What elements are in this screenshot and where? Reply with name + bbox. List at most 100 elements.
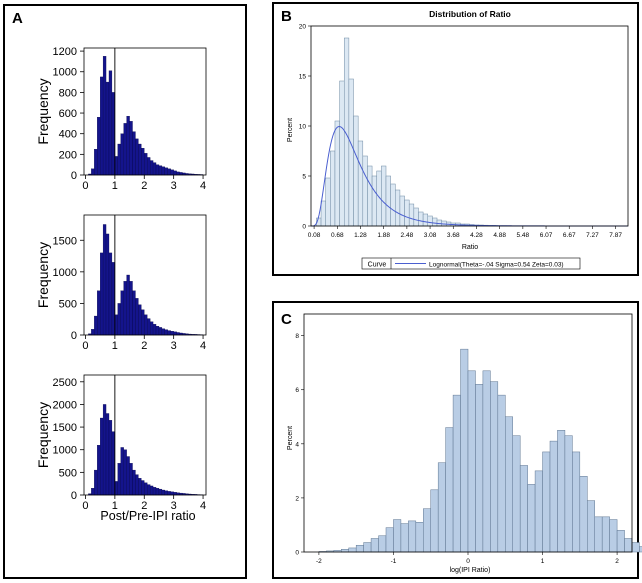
histogram-bar <box>123 449 127 496</box>
y-tick-label: 500 <box>59 467 77 479</box>
y-tick-label: 1000 <box>53 445 77 457</box>
histogram-bar <box>341 549 349 553</box>
histogram-bar <box>167 491 171 496</box>
histogram-bar <box>385 527 394 553</box>
x-tick-label: 1 <box>112 340 118 352</box>
x-tick-label: 4.88 <box>493 232 506 239</box>
histogram-bar <box>422 213 428 227</box>
histogram-bar <box>452 394 461 553</box>
histogram-bar <box>94 469 98 496</box>
histogram-bar <box>141 148 145 176</box>
histogram-bar <box>135 298 139 336</box>
histogram-bar <box>132 469 136 496</box>
panel-b-letter: B <box>281 8 292 25</box>
histogram-bar <box>94 149 98 176</box>
x-tick-label: 4 <box>200 180 206 192</box>
histogram-bar <box>138 143 142 176</box>
histogram-bar <box>170 491 174 496</box>
x-tick-label: 5.48 <box>517 232 530 239</box>
panel-c-x-axis-label: log(IPI Ratio) <box>450 567 491 574</box>
histogram-bar <box>173 170 177 176</box>
histogram-bar <box>170 169 174 176</box>
histogram-bar <box>120 447 124 496</box>
histogram-bar <box>432 217 438 227</box>
histogram-bar <box>155 326 160 336</box>
y-tick-label: 5 <box>302 174 306 181</box>
histogram-bar <box>161 489 165 496</box>
plot-frame <box>83 214 207 336</box>
x-tick-label: 3.68 <box>447 232 460 239</box>
y-tick-label: 15 <box>299 74 307 81</box>
histogram-bar <box>353 115 359 227</box>
histogram-bar <box>120 133 124 176</box>
histogram-bar <box>108 420 113 496</box>
histogram-bar <box>370 538 379 553</box>
histogram-bar <box>393 519 402 553</box>
histogram-bar <box>97 290 101 336</box>
histogram-bar <box>385 175 391 227</box>
x-tick-label: 1.88 <box>377 232 390 239</box>
y-tick-label: 0 <box>71 330 77 342</box>
x-tick-label: 0 <box>82 500 88 512</box>
x-tick-label: 2 <box>615 558 619 565</box>
histogram-bar <box>100 252 104 336</box>
histogram-bar <box>155 164 160 176</box>
histogram-bar <box>400 523 409 553</box>
x-tick-label: 3.08 <box>424 232 437 239</box>
histogram-bar <box>339 80 345 227</box>
histogram-bar <box>609 519 618 553</box>
histogram-bar <box>363 542 372 553</box>
histogram-bar <box>129 281 133 336</box>
histogram-bar <box>587 500 595 553</box>
histogram-bar <box>505 416 513 553</box>
histogram-bar <box>624 538 633 553</box>
histogram-bar <box>132 290 136 336</box>
x-tick-label: 2 <box>141 500 147 512</box>
y-tick-label: 500 <box>59 298 77 310</box>
x-tick-label: 3 <box>171 340 177 352</box>
histogram-bar <box>97 117 101 176</box>
histogram-bar <box>149 485 154 496</box>
y-tick-label: 0 <box>71 170 77 182</box>
histogram-bar <box>497 394 506 553</box>
histogram-bar <box>158 488 163 496</box>
histogram-bar <box>126 274 130 336</box>
histogram-bar <box>399 195 405 227</box>
histogram-bar <box>149 160 154 176</box>
y-tick-label: 2 <box>295 495 299 502</box>
panel-b: 0.08 0.68 1.28 1.88 2.48 3.08 3.68 4.28 4.88 5.48… <box>299 24 629 239</box>
histogram-bar <box>105 233 110 336</box>
y-tick-label: 6 <box>295 387 299 394</box>
panel-c-y-axis-label: Percent <box>287 426 294 450</box>
histogram-bar <box>460 348 469 553</box>
y-tick-label: 600 <box>59 108 77 120</box>
y-tick-label: 10 <box>299 124 307 131</box>
x-tick-label: 2 <box>141 340 147 352</box>
x-tick-label: 7.27 <box>586 232 599 239</box>
x-tick-label: 3 <box>171 180 177 192</box>
x-tick-label: -2 <box>316 558 322 565</box>
histogram-bar <box>334 120 340 227</box>
panel-a-x-axis-label: Post/Pre-IPI ratio <box>100 509 195 523</box>
histogram-bar <box>348 78 354 227</box>
panel-b-title: Distribution of Ratio <box>429 9 511 19</box>
histogram-bar <box>105 413 110 496</box>
histogram-bar <box>167 330 171 336</box>
histogram-bar <box>557 430 566 553</box>
histogram-bar <box>144 153 148 176</box>
histogram-bar <box>534 470 543 553</box>
x-tick-label: 4.28 <box>470 232 483 239</box>
histogram-bar <box>579 476 588 553</box>
x-tick-label: 7.87 <box>609 232 622 239</box>
histogram-bar <box>631 542 640 553</box>
panel-b-y-axis-label: Percent <box>287 118 294 142</box>
histogram-bar <box>355 544 364 553</box>
histogram-bar <box>135 474 139 496</box>
y-tick-label: 1000 <box>53 267 77 279</box>
histogram-bar <box>467 370 476 553</box>
histogram-bar <box>161 328 165 336</box>
histogram-bar <box>158 165 163 176</box>
x-tick-label: 1 <box>112 500 118 512</box>
